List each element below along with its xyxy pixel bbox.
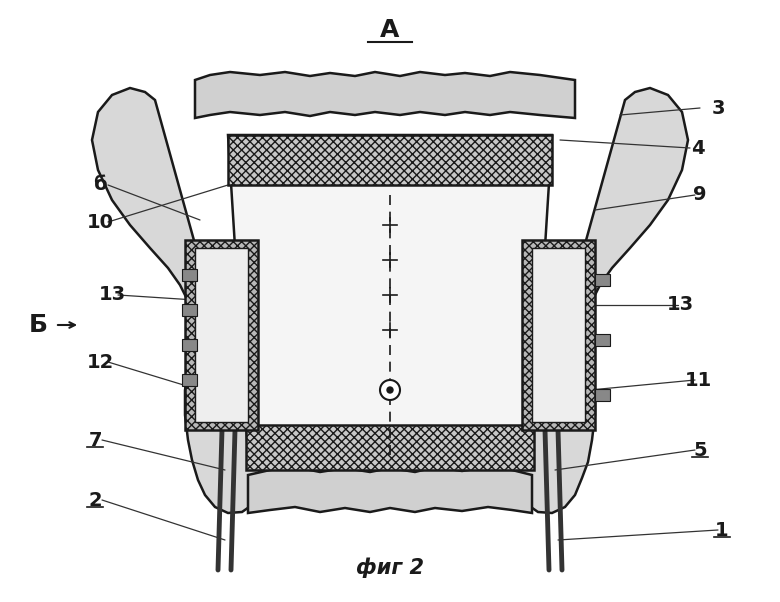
Polygon shape (195, 248, 248, 422)
Polygon shape (185, 240, 258, 430)
Bar (182, 269, 197, 281)
Polygon shape (522, 240, 595, 430)
Text: А: А (381, 18, 399, 42)
Polygon shape (228, 135, 552, 455)
Bar (595, 334, 610, 346)
Polygon shape (248, 467, 532, 513)
Text: 1: 1 (715, 521, 729, 539)
Text: 9: 9 (693, 185, 707, 205)
Text: 13: 13 (98, 285, 126, 305)
Polygon shape (92, 88, 260, 513)
Bar (595, 389, 610, 401)
Text: 2: 2 (88, 491, 102, 509)
Bar (595, 274, 610, 286)
Circle shape (387, 387, 393, 393)
Text: 7: 7 (88, 430, 101, 450)
Polygon shape (520, 88, 688, 513)
Polygon shape (246, 425, 534, 470)
Circle shape (380, 380, 400, 400)
Text: 4: 4 (691, 138, 705, 158)
Text: 12: 12 (87, 353, 114, 371)
Bar (182, 339, 197, 351)
Bar (182, 374, 197, 386)
Polygon shape (532, 248, 585, 422)
Text: б: б (93, 176, 107, 194)
Bar (182, 304, 197, 316)
Text: Б: Б (29, 313, 48, 337)
Text: 3: 3 (711, 99, 725, 117)
Text: 11: 11 (684, 370, 711, 389)
Polygon shape (228, 135, 552, 185)
Text: фиг 2: фиг 2 (356, 557, 424, 579)
Text: 5: 5 (693, 441, 707, 459)
Polygon shape (195, 72, 575, 118)
Text: 13: 13 (666, 296, 693, 314)
Text: 10: 10 (87, 213, 114, 232)
